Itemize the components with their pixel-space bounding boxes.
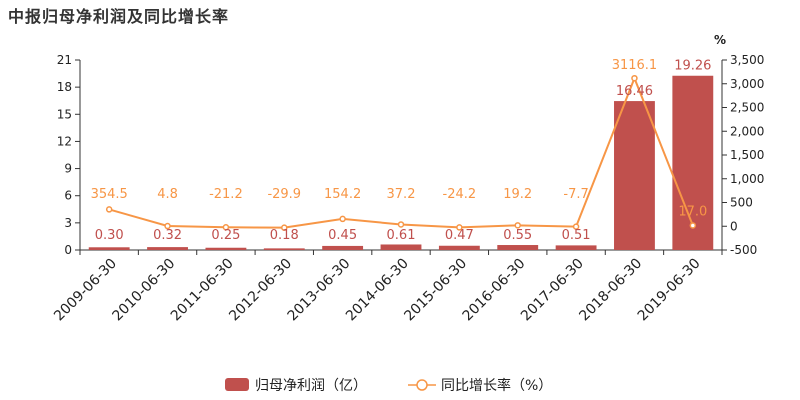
y-right-tick-label: 500	[730, 196, 753, 210]
line-data-label: -29.9	[267, 187, 301, 202]
growth-point	[572, 223, 580, 230]
legend-bar-label: 归母净利润（亿）	[255, 377, 367, 394]
bar	[438, 245, 480, 250]
bar	[205, 247, 247, 250]
y-right-tick-label: 3,000	[730, 77, 764, 91]
line-data-label: -7.7	[563, 187, 588, 202]
y-left-tick-label: 0	[64, 243, 72, 257]
growth-point	[514, 222, 521, 229]
growth-point	[105, 206, 113, 213]
line-data-label: 19.2	[503, 187, 532, 202]
bar-data-label: 0.25	[211, 228, 240, 243]
y-left-tick-label: 12	[57, 134, 72, 148]
line-data-label: 17.0	[678, 204, 707, 219]
growth-point	[397, 221, 405, 228]
bar	[147, 247, 188, 250]
line-data-label: 37.2	[387, 187, 416, 202]
bar	[380, 244, 422, 250]
bar-data-label: 16.46	[616, 84, 653, 99]
growth-point	[339, 215, 346, 223]
growth-point	[164, 222, 171, 230]
growth-point	[456, 224, 463, 231]
y-right-tick-label: -500	[730, 243, 757, 257]
bar	[88, 247, 130, 250]
growth-point	[689, 222, 697, 229]
bar-data-label: 0.61	[387, 228, 416, 243]
bar	[263, 248, 305, 250]
line-data-label: -24.2	[443, 187, 477, 202]
chart-title: 中报归母净利润及同比增长率	[8, 7, 230, 26]
line-data-label: 154.2	[324, 187, 361, 202]
bar	[614, 101, 655, 250]
legend-line-marker	[416, 379, 428, 391]
y-right-tick-label: 1,000	[730, 172, 764, 186]
bar	[497, 245, 539, 250]
bar	[672, 75, 714, 250]
y-right-tick-label: 1,500	[730, 148, 764, 162]
bar-data-label: 0.47	[445, 228, 474, 243]
x-tick-label: 2019-06-30	[635, 256, 704, 325]
bar	[555, 245, 597, 250]
y-left-tick-label: 15	[57, 107, 72, 121]
bar-data-label: 0.45	[328, 228, 357, 243]
y-left-tick-label: 3	[64, 216, 72, 230]
y-right-tick-label: 2,000	[730, 124, 764, 138]
y-right-unit-label: %	[714, 33, 726, 47]
legend-line-label: 同比增长率（%）	[441, 377, 552, 394]
growth-point	[222, 224, 230, 231]
bar-data-label: 19.26	[674, 59, 711, 74]
legend-bar-swatch	[225, 378, 249, 391]
bar	[322, 245, 364, 250]
y-left-tick-label: 6	[64, 189, 72, 203]
y-left-tick-label: 21	[57, 53, 72, 67]
growth-line	[108, 75, 694, 229]
y-right-tick-label: 2,500	[730, 101, 764, 115]
bar-data-label: 0.18	[270, 228, 299, 243]
bar-data-label: 0.32	[153, 228, 182, 243]
growth-point	[281, 224, 288, 231]
bar-data-label: 0.55	[503, 228, 532, 243]
bar-data-label: 0.30	[95, 228, 124, 243]
growth-point	[631, 74, 638, 82]
line-data-label: -21.2	[209, 187, 243, 202]
line-data-label: 3116.1	[612, 58, 658, 73]
y-left-tick-label: 18	[57, 80, 72, 94]
line-data-label: 4.8	[157, 187, 178, 202]
y-right-tick-label: 0	[730, 219, 738, 233]
y-right-tick-label: 3,500	[730, 53, 764, 67]
bar-data-label: 0.51	[562, 228, 591, 243]
y-left-tick-label: 9	[64, 162, 72, 176]
line-data-label: 354.5	[91, 187, 128, 202]
